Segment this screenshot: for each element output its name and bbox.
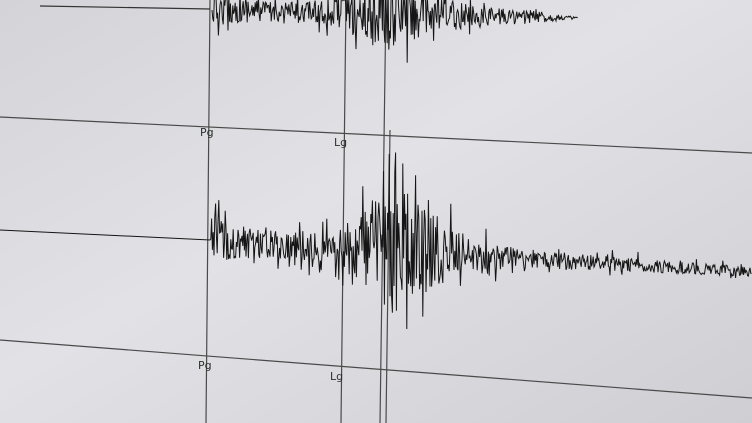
upper-pg-label: Pg <box>200 126 214 139</box>
lower-pg-label: Pg <box>198 359 212 372</box>
upper-lg-label: Lg <box>334 136 347 149</box>
lower-lg-label: Lg <box>330 370 343 383</box>
